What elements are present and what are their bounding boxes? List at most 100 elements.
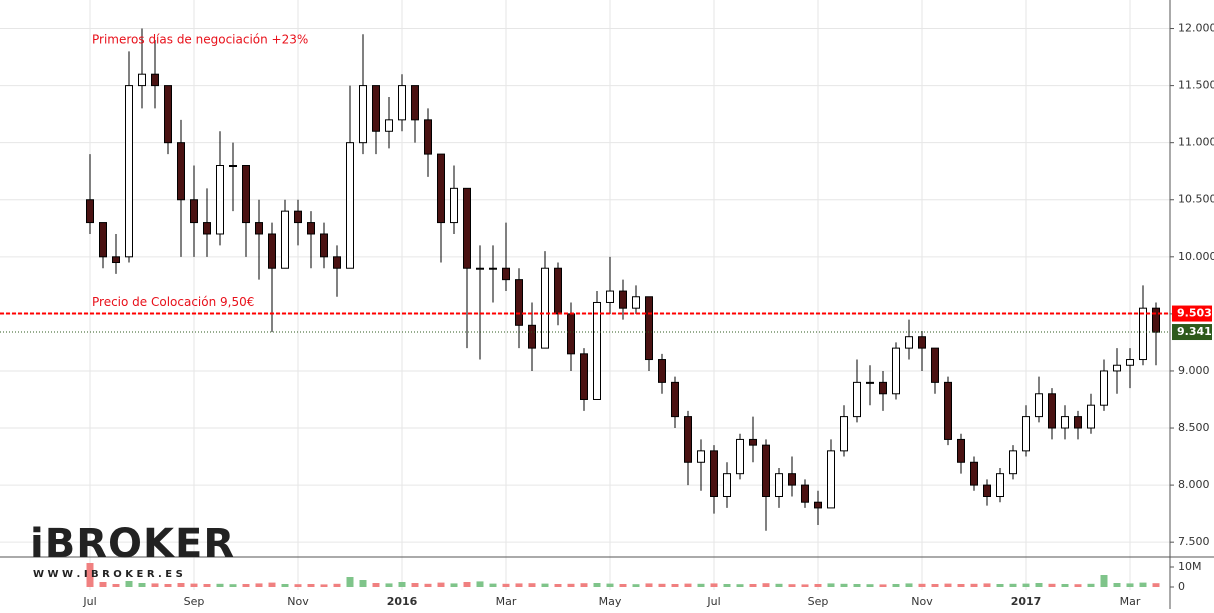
volume-bar	[840, 583, 848, 587]
volume-bar	[658, 583, 666, 587]
candle-body	[320, 233, 328, 258]
y-tick-label: 8.000	[1178, 478, 1210, 491]
volume-bar	[814, 584, 822, 587]
candle-body	[983, 484, 991, 498]
volume-bar	[983, 583, 991, 587]
candle-body	[112, 256, 120, 264]
candle-body	[645, 296, 653, 361]
candle-body	[528, 324, 536, 349]
x-tick-label: Jul	[706, 595, 720, 608]
volume-bar	[541, 583, 549, 587]
volume-bar	[853, 584, 861, 587]
x-tick-label: Sep	[184, 595, 205, 608]
candle-body	[593, 301, 601, 400]
price-label-box	[1172, 305, 1212, 322]
candle-body	[710, 450, 718, 498]
candle-body	[944, 381, 952, 440]
volume-bar	[1139, 582, 1147, 587]
candle-body	[502, 267, 510, 281]
candle-body	[723, 473, 731, 498]
candle-body	[450, 187, 458, 224]
candle-body	[437, 153, 445, 224]
candle-body	[905, 336, 913, 349]
volume-bar	[320, 584, 328, 587]
volume-pane: 0 10M	[86, 560, 1202, 593]
volume-bar	[671, 584, 679, 587]
volume-bar	[502, 583, 510, 587]
volume-bar	[203, 584, 211, 587]
candle-body	[1009, 450, 1017, 475]
volume-bar	[1009, 583, 1017, 587]
volume-bar	[307, 584, 315, 587]
volume-bar	[229, 584, 237, 587]
x-tick-label: 2016	[387, 595, 418, 608]
volume-bar	[944, 583, 952, 587]
volume-bar	[1087, 583, 1095, 587]
candle-body	[762, 444, 770, 498]
candle-body	[489, 267, 497, 270]
candle-body	[1074, 416, 1082, 429]
annotation: Primeros días de negociación +23%	[92, 32, 308, 46]
candle-body	[476, 267, 484, 270]
y-tick-label: 10.000	[1178, 250, 1214, 263]
candle-body	[229, 165, 237, 168]
volume-bar	[398, 582, 406, 587]
candle-body	[827, 450, 835, 509]
volume-bar	[385, 583, 393, 587]
candle-body	[1061, 416, 1069, 429]
x-tick-label: Nov	[911, 595, 933, 608]
price-label: 9.341	[1177, 325, 1212, 338]
volume-bar	[99, 582, 107, 587]
website: W W W . I B R O K E R . E S	[33, 569, 183, 580]
volume-bar	[255, 583, 263, 587]
price-label: 9.503	[1177, 307, 1212, 320]
volume-bar	[554, 584, 562, 587]
volume-bar	[788, 584, 796, 587]
candle-body	[346, 142, 354, 269]
candle-body	[554, 267, 562, 315]
volume-bar	[281, 584, 289, 587]
candle-body	[307, 222, 315, 235]
x-tick-label: Sep	[808, 595, 829, 608]
candle-body	[333, 256, 341, 269]
volume-bar	[710, 583, 718, 587]
volume-bar	[1022, 583, 1030, 587]
volume-bar	[957, 584, 965, 587]
overlays: 9.503 9.341 Primeros días de negociación +…	[0, 32, 1212, 341]
candle-body	[138, 73, 146, 87]
candle-body	[515, 279, 523, 326]
volume-bar	[424, 583, 432, 587]
candle-body	[1139, 307, 1147, 361]
volume-bar	[684, 583, 692, 587]
candle-body	[697, 450, 705, 463]
candle-body	[957, 438, 965, 463]
volume-bar	[463, 582, 471, 587]
volume-bar	[866, 584, 874, 587]
candle-body	[1100, 370, 1108, 406]
y-tick-label: 10.500	[1178, 193, 1214, 206]
volume-tick-label: 10M	[1178, 560, 1202, 573]
volume-bar	[801, 584, 809, 587]
candle-body	[801, 484, 809, 503]
volume-bar	[1126, 583, 1134, 587]
candle-body	[1152, 307, 1160, 333]
candles	[86, 28, 1160, 531]
candle-body	[190, 199, 198, 224]
candle-body	[281, 210, 289, 269]
candle-body	[632, 296, 640, 309]
volume-bar	[86, 563, 94, 587]
candle-body	[814, 501, 822, 509]
candle-body	[424, 119, 432, 155]
volume-bar	[1100, 575, 1108, 587]
volume-bar	[1113, 583, 1121, 587]
volume-tick-label: 0	[1178, 580, 1185, 593]
x-tick-label: May	[599, 595, 622, 608]
candle-body	[216, 165, 224, 235]
volume-bar	[411, 583, 419, 587]
candle-body	[385, 119, 393, 132]
candle-body	[580, 353, 588, 400]
volume-bar	[294, 584, 302, 587]
candle-body	[294, 210, 302, 224]
volume-bar	[216, 583, 224, 587]
